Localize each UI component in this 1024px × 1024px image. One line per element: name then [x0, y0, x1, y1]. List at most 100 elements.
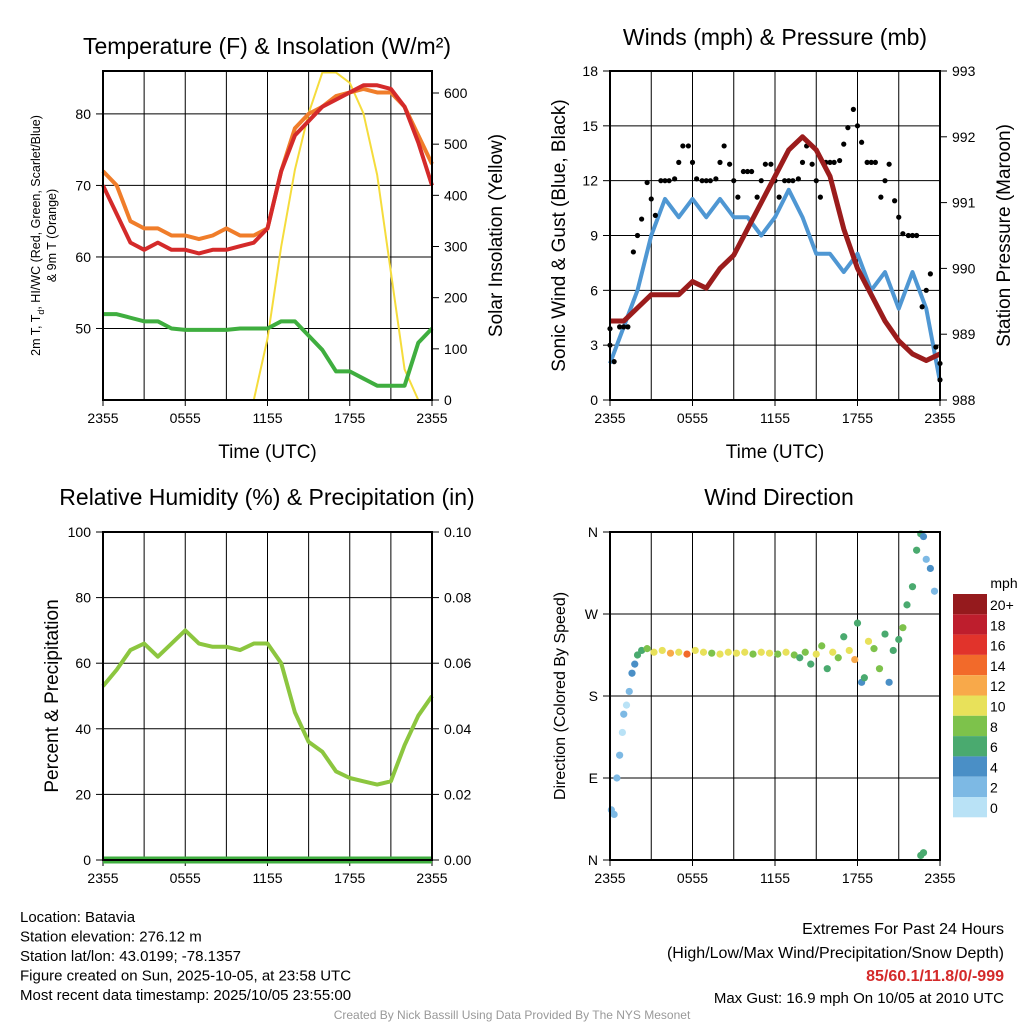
wind-direction-point	[908, 583, 917, 591]
info-elevation: Station elevation: 276.12 m	[20, 929, 202, 946]
plot-frame	[102, 531, 433, 861]
plot-frame	[609, 70, 941, 401]
legend-swatch	[953, 594, 987, 615]
legend-title: mph	[990, 575, 1017, 591]
wind-direction-point	[618, 728, 626, 737]
panel-3: Wind Direction 2355 0555 1155 1755 2355 N E S W N D…	[552, 484, 1018, 886]
gust-point	[662, 178, 668, 184]
wind-direction-point	[903, 601, 911, 609]
y2-tick-label: 989	[952, 326, 976, 342]
gust-point	[837, 157, 843, 164]
gust-point	[790, 178, 796, 184]
legend-swatch	[953, 654, 987, 676]
wind-direction-point	[622, 701, 631, 709]
x-tick-label: 1155	[760, 410, 790, 426]
wind-direction-point	[625, 687, 633, 696]
wind-direction-point	[834, 654, 842, 662]
plot-frame	[609, 531, 941, 861]
y2-tick-label: 992	[952, 129, 976, 145]
gust-point	[927, 271, 933, 277]
wind-direction-point	[610, 810, 618, 819]
gust-point	[813, 178, 819, 184]
sonic-wind-line	[608, 187, 942, 383]
gust-point	[905, 232, 911, 239]
wind-direction-point	[853, 619, 862, 627]
wind-direction-point	[732, 649, 741, 657]
wind-direction-point	[633, 651, 642, 659]
gust-point	[809, 161, 815, 167]
gust-point	[621, 324, 627, 330]
y-tick-label: 15	[582, 118, 598, 134]
wind-direction-point	[774, 650, 782, 658]
y2-tick-label: 0.08	[444, 590, 471, 606]
extremes-subtitle: (High/Low/Max Wind/Precipitation/Snow De…	[667, 945, 1004, 962]
y2-tick-label: 200	[444, 290, 468, 306]
legend-swatch	[953, 776, 987, 797]
y-tick-label: E	[589, 770, 598, 786]
gust-point	[795, 176, 801, 182]
wind-direction-point	[765, 649, 774, 657]
info-recent: Most recent data timestamp: 2025/10/05 2…	[20, 987, 351, 1004]
y2-tick-label: 0.10	[444, 524, 471, 540]
legend-swatch	[953, 715, 987, 737]
info-created: Figure created on Sun, 2025-10-05, at 23…	[20, 968, 351, 985]
y-tick-label: N	[588, 852, 598, 868]
gust-point	[713, 176, 719, 182]
y-axis-label: Direction (Colored By Speed)	[552, 592, 569, 800]
gust-point	[676, 159, 682, 165]
extremes-title: Extremes For Past 24 Hours	[802, 921, 1004, 938]
y-tick-label: 9	[590, 228, 598, 244]
gust-point	[699, 178, 705, 184]
gust-point	[717, 159, 723, 165]
y2-tick-label: 0.06	[444, 655, 471, 671]
wind-direction-point	[919, 849, 928, 857]
wind-direction-point	[913, 546, 921, 554]
wind-direction-point	[638, 646, 646, 655]
y-tick-label: 60	[75, 249, 91, 265]
y-axis-label: 2m T, Td, HI/WC (Red, Green, Scarlet/Blu…	[29, 115, 46, 356]
chart-title: Relative Humidity (%) & Precipitation (i…	[59, 484, 474, 510]
x-tick-label: 2355	[594, 870, 625, 886]
wind-direction-point	[620, 710, 628, 718]
y-tick-label: 70	[75, 177, 91, 193]
legend-label: 16	[990, 638, 1006, 654]
y2-tick-label: 0.00	[444, 852, 471, 868]
y2-tick-label: 500	[444, 136, 468, 152]
wind-direction-point	[757, 648, 765, 656]
wind-direction-point	[716, 650, 724, 658]
credit: Created By Nick Bassill Using Data Provi…	[334, 1008, 691, 1022]
x-tick-label: 1155	[760, 870, 790, 886]
gust-point	[933, 344, 939, 350]
wind-direction-point	[885, 678, 893, 686]
gust-point	[868, 159, 874, 165]
x-tick-label: 2355	[416, 870, 447, 886]
y2-tick-label: 988	[952, 392, 976, 408]
legend-swatch	[953, 736, 987, 757]
wind-direction-point	[741, 648, 749, 656]
gust-point	[831, 159, 837, 165]
panel-0: Temperature (F) & Insolation (W/m²) 2355 0…	[29, 33, 507, 463]
legend-label: 2	[990, 780, 998, 796]
y-tick-label: 80	[75, 106, 91, 122]
wind-direction-point	[801, 648, 809, 656]
wind-direction-point	[666, 649, 675, 657]
y-tick-label: 20	[75, 786, 91, 802]
wind-direction-point	[823, 665, 831, 673]
y-tick-label: 12	[582, 173, 598, 189]
wind-direction-point	[675, 648, 683, 656]
gust-point	[749, 168, 755, 175]
x-axis-label: Time (UTC)	[726, 442, 825, 463]
gust-point	[768, 161, 774, 167]
info-location: Location: Batavia	[20, 909, 136, 926]
station-pressure-line	[610, 134, 942, 364]
y-tick-label: 0	[590, 392, 598, 408]
gust-point	[639, 216, 645, 222]
wind-direction-point	[851, 655, 859, 664]
gust-point	[680, 143, 686, 149]
wind-direction-point	[613, 774, 621, 782]
station-info: Location: Batavia Station elevation: 276.…	[20, 909, 351, 1004]
gust-point	[644, 179, 650, 186]
chart-title: Winds (mph) & Pressure (mb)	[623, 24, 927, 50]
y2-tick-label: 100	[444, 341, 468, 357]
wind-direction-point	[840, 633, 848, 641]
